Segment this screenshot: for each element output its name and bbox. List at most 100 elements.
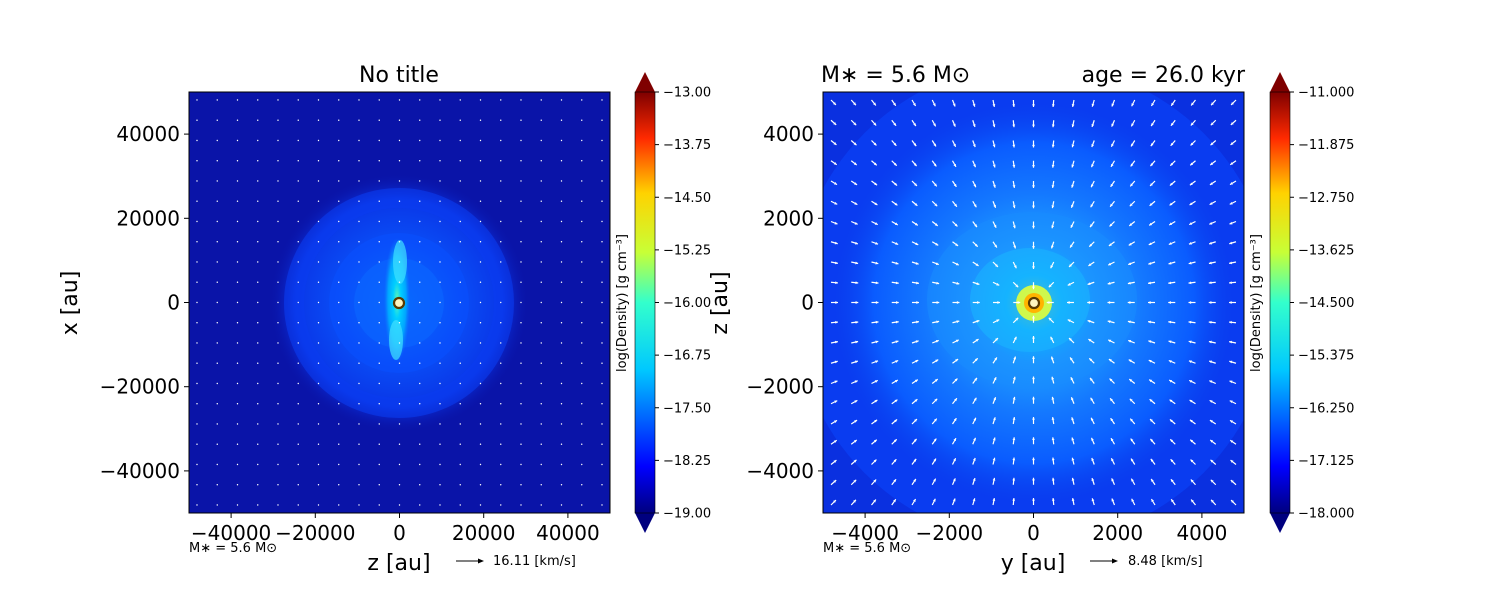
right-velocity-arrow-head xyxy=(973,164,976,168)
left-colorbar-tick-label: −13.00 xyxy=(663,86,711,101)
right-velocity-arrow-head xyxy=(855,281,859,285)
right-velocity-arrow-head xyxy=(833,162,837,165)
right-velocity-arrow-head xyxy=(1091,478,1095,482)
right-velocity-arrow-head xyxy=(1032,165,1035,168)
right-velocity-arrow-head xyxy=(975,263,979,266)
right-velocity-arrow-head xyxy=(993,204,996,208)
right-velocity-arrow-head xyxy=(934,398,938,402)
right-velocity-arrow-head xyxy=(1188,360,1192,364)
right-velocity-arrow-head xyxy=(995,338,998,341)
left-velocity-arrow xyxy=(520,261,522,263)
right-velocity-arrow-head xyxy=(1071,498,1075,501)
right-velocity-arrow-head xyxy=(1013,265,1017,269)
right-velocity-arrow-head xyxy=(973,204,977,208)
right-velocity-arrow-head xyxy=(895,320,899,324)
right-velocity-arrow-head xyxy=(1190,162,1194,166)
left-velocity-arrow xyxy=(419,139,421,142)
right-velocity-arrow-head xyxy=(875,301,879,304)
left-velocity-arrow xyxy=(581,423,583,425)
right-velocity-arrow-head xyxy=(992,457,996,461)
right-velocity-arrow-head xyxy=(993,184,996,188)
left-velocity-arrow xyxy=(317,322,320,324)
right-velocity-arrow-head xyxy=(955,262,959,266)
right-velocity-arrow-head xyxy=(855,340,859,344)
left-velocity-arrow xyxy=(540,301,542,304)
right-velocity-arrow-head xyxy=(1051,437,1055,441)
left-velocity-arrows xyxy=(196,99,603,506)
right-velocity-arrow-head xyxy=(854,420,858,423)
right-velocity-arrow-head xyxy=(973,397,977,401)
left-velocity-arrow xyxy=(257,220,259,223)
left-ytick-label: 40000 xyxy=(116,122,180,146)
left-velocity-arrow xyxy=(601,484,603,486)
left-velocity-arrow xyxy=(216,342,218,344)
left-velocity-arrow xyxy=(581,443,583,445)
left-velocity-arrow xyxy=(317,342,320,344)
left-velocity-arrow xyxy=(500,160,502,162)
left-velocity-arrow xyxy=(500,362,502,364)
left-velocity-arrow xyxy=(398,200,401,202)
right-panel: M∗ = 5.6 M⊙ age = 26.0 kyr −4000 −2000 0 20… xyxy=(708,63,1354,576)
left-velocity-arrow xyxy=(419,119,421,121)
right-velocity-arrow-head xyxy=(875,261,879,265)
left-velocity-arrow xyxy=(479,261,482,263)
right-velocity-arrow-head xyxy=(1209,221,1213,225)
left-velocity-arrow xyxy=(378,301,380,304)
left-ylabel: x [au] xyxy=(58,271,83,336)
left-ytick-label: 20000 xyxy=(116,206,180,230)
left-velocity-arrow xyxy=(358,200,360,202)
left-velocity-arrow xyxy=(500,261,502,263)
left-velocity-arrow xyxy=(479,119,482,121)
right-velocity-arrow-head xyxy=(914,399,918,403)
right-velocity-arrow-head xyxy=(833,460,837,463)
right-velocity-arrow-head xyxy=(955,243,959,246)
right-velocity-arrow-head xyxy=(894,399,898,403)
left-velocity-arrow xyxy=(236,423,239,425)
left-velocity-arrow xyxy=(338,261,340,263)
right-velocity-arrow-head xyxy=(1231,500,1234,503)
left-velocity-arrow xyxy=(378,281,380,283)
left-velocity-arrow xyxy=(398,382,401,385)
right-velocity-arrow-head xyxy=(1032,376,1035,380)
right-velocity-arrow-head xyxy=(955,359,959,362)
left-colorbar-ticks: −13.00 −13.75 −14.50 −15.25 −16.00 −16.75 −17.… xyxy=(655,86,711,522)
left-velocity-arrow xyxy=(257,382,259,385)
right-velocity-arrow-head xyxy=(1067,282,1071,286)
right-velocity-arrow-head xyxy=(1229,281,1232,285)
left-velocity-arrow xyxy=(398,463,401,466)
left-velocity-arrow xyxy=(419,200,421,202)
right-velocity-arrow-head xyxy=(972,103,976,107)
left-velocity-arrow xyxy=(378,403,380,405)
left-velocity-arrow xyxy=(560,241,563,243)
left-velocity-arrow xyxy=(459,484,461,486)
right-ytick-label: 0 xyxy=(801,291,814,315)
right-velocity-arrow-head xyxy=(974,377,977,381)
left-heatmap xyxy=(189,92,610,513)
left-velocity-arrow xyxy=(560,484,563,486)
left-velocity-arrow xyxy=(479,301,482,304)
right-velocity-arrow-head xyxy=(1229,320,1232,324)
left-velocity-arrow xyxy=(500,119,502,121)
right-velocity-arrow-head xyxy=(1149,222,1153,226)
left-velocity-arrow xyxy=(601,220,603,223)
right-velocity-arrow-head xyxy=(956,301,960,304)
left-velocity-arrow xyxy=(358,160,360,162)
left-velocity-arrow xyxy=(398,220,401,223)
left-velocity-arrow xyxy=(479,362,482,364)
left-velocity-arrow xyxy=(500,403,502,405)
left-velocity-arrow xyxy=(297,362,299,364)
left-velocity-arrow xyxy=(196,180,198,182)
right-velocity-arrow-head xyxy=(933,418,937,422)
left-velocity-arrow xyxy=(277,463,279,466)
right-velocity-arrow-head xyxy=(1032,356,1035,359)
left-velocity-arrow xyxy=(581,382,583,385)
right-velocity-arrow-head xyxy=(1151,498,1154,502)
right-velocity-arrow-head xyxy=(1088,263,1092,266)
left-velocity-arrow xyxy=(196,443,198,445)
right-velocity-arrow-head xyxy=(914,222,918,226)
left-velocity-arrow xyxy=(216,484,218,486)
right-xtick-label: 0 xyxy=(1027,521,1040,545)
right-velocity-arrow-head xyxy=(914,202,918,206)
left-velocity-arrow xyxy=(236,484,239,486)
right-velocity-arrow-head xyxy=(1089,243,1093,247)
